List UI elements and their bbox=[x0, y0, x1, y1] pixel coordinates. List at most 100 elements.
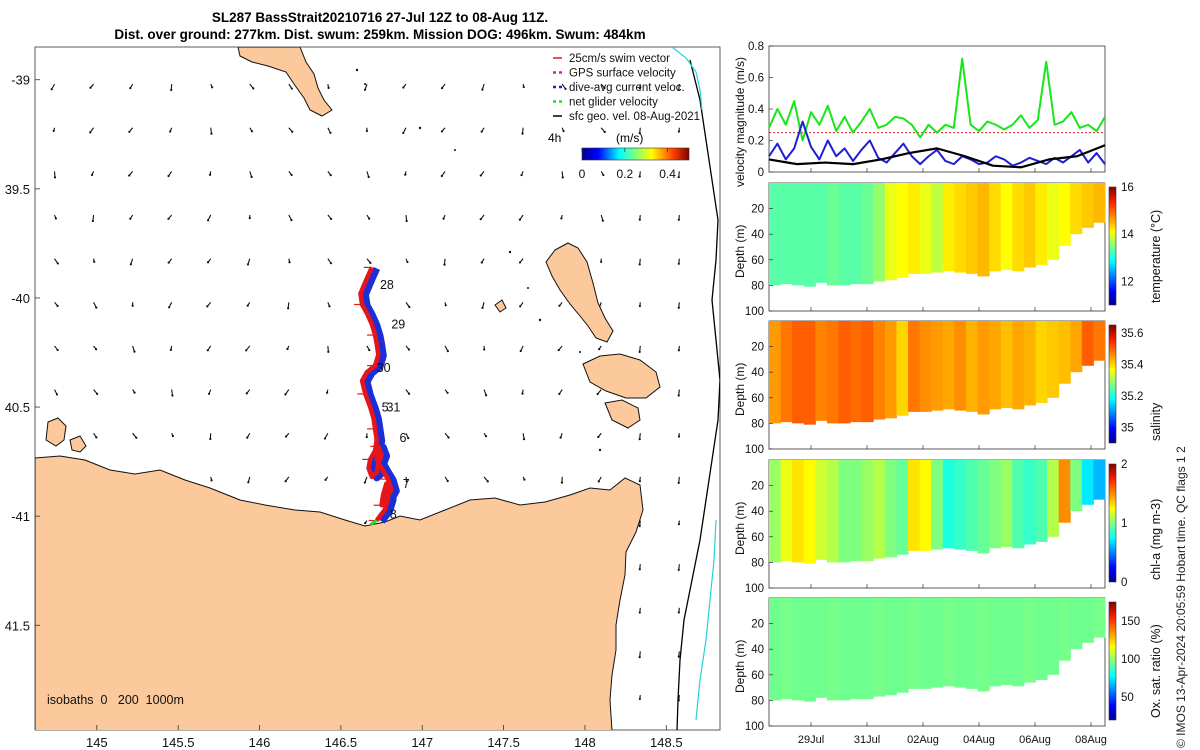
section-column bbox=[1070, 460, 1083, 512]
isobath-cyan-south bbox=[695, 519, 717, 721]
vector-head bbox=[480, 130, 483, 133]
vector-head bbox=[135, 436, 138, 439]
vector-head bbox=[169, 348, 173, 351]
vector-head bbox=[246, 304, 249, 307]
vector-head bbox=[93, 260, 96, 263]
vector-head bbox=[561, 176, 564, 179]
section-column bbox=[1000, 183, 1013, 271]
legend-label: net glider velocity bbox=[569, 97, 658, 109]
map-x-tick-label: 145.5 bbox=[162, 735, 195, 750]
section-y-tick-label: 40 bbox=[751, 644, 764, 656]
vector-head bbox=[133, 391, 136, 394]
velocity-ylabel: velocity magnitude (m/s) bbox=[733, 57, 747, 187]
section-column bbox=[873, 183, 886, 282]
vector-head bbox=[367, 175, 370, 179]
day-label: 31 bbox=[386, 400, 400, 414]
section-column bbox=[1081, 183, 1094, 228]
section-column bbox=[815, 183, 828, 283]
section-column bbox=[873, 598, 886, 697]
section-column bbox=[1081, 598, 1094, 643]
vector-head bbox=[129, 263, 132, 266]
section-column bbox=[1093, 183, 1106, 223]
section-column bbox=[1093, 598, 1106, 638]
vector-head bbox=[440, 87, 444, 90]
section-column bbox=[850, 460, 863, 562]
vector-head bbox=[408, 305, 411, 309]
section-column bbox=[861, 460, 874, 562]
map-x-axis: 145 145.5 146 146.5 147 147.5 148 148.5 bbox=[86, 725, 683, 750]
map-x-tick-label: 146.5 bbox=[325, 735, 358, 750]
vector-head bbox=[677, 394, 680, 397]
colorbar-tick-label: 0 bbox=[579, 167, 586, 181]
section-y-tick-label: 40 bbox=[751, 229, 764, 241]
track-day-labels: 28 29 30 531 6 7 8 bbox=[377, 278, 410, 521]
section-column bbox=[977, 183, 990, 277]
section-column bbox=[896, 460, 909, 555]
section-column bbox=[1081, 321, 1094, 366]
section-column bbox=[873, 321, 886, 420]
vector-head bbox=[248, 217, 251, 220]
section-column bbox=[931, 598, 944, 688]
section-column bbox=[1035, 598, 1048, 680]
side-note: © IMOS 13-Apr-2024 20:05:59 Hobart time.… bbox=[1174, 446, 1188, 748]
section-column bbox=[1047, 460, 1060, 537]
section-column bbox=[942, 183, 955, 272]
vector-head bbox=[404, 173, 407, 176]
map-x-tick-label: 147.5 bbox=[487, 735, 520, 750]
vector-head bbox=[329, 262, 333, 265]
velocity-series bbox=[768, 57, 1106, 169]
section-y-tick-label: 60 bbox=[751, 255, 764, 267]
vector-head bbox=[598, 348, 601, 351]
colorbar-units: (m/s) bbox=[616, 131, 643, 145]
vector-head bbox=[405, 480, 408, 483]
vector-head bbox=[210, 132, 213, 135]
vector-head bbox=[522, 85, 525, 89]
vector-head bbox=[247, 481, 250, 484]
section-column bbox=[1000, 460, 1013, 548]
legend-label: dive-avg current veloc. bbox=[569, 82, 685, 94]
velocity-axes bbox=[768, 45, 1106, 173]
vector-head bbox=[290, 219, 293, 222]
vector-head bbox=[442, 217, 445, 220]
vector-head bbox=[677, 655, 680, 658]
vector-head bbox=[558, 392, 561, 396]
section-column bbox=[1012, 183, 1025, 272]
vector-head bbox=[330, 217, 333, 221]
isobaths-label: isobaths 0 200 1000m bbox=[47, 693, 184, 707]
section-column bbox=[1081, 460, 1094, 505]
vector-head bbox=[638, 438, 641, 441]
vector-head bbox=[677, 218, 680, 221]
vector-head bbox=[677, 306, 680, 309]
section-column bbox=[896, 321, 909, 416]
vector-head bbox=[284, 393, 287, 396]
vector-head bbox=[600, 260, 603, 263]
vector-head bbox=[56, 262, 59, 265]
vector-head bbox=[167, 261, 170, 264]
vector-head bbox=[559, 436, 562, 439]
map-y-tick-label: 40.5 bbox=[5, 400, 30, 415]
section-panel-temperature-section: 20 40 60 80 100 Depth (m) 12 14 16 temperature (°… bbox=[733, 182, 1163, 318]
section-column bbox=[965, 321, 979, 412]
robbins-island bbox=[69, 435, 87, 453]
legend-label: 25cm/s swim vector bbox=[569, 53, 670, 65]
vector-head bbox=[133, 350, 136, 353]
section-column bbox=[815, 598, 828, 698]
section-column bbox=[896, 183, 909, 278]
vector-head bbox=[290, 87, 293, 90]
section-column bbox=[780, 460, 793, 562]
vector-head bbox=[284, 435, 288, 438]
vector-head bbox=[91, 219, 94, 223]
section-colorbar-label: temperature (°C) bbox=[1149, 210, 1163, 303]
section-colorbar-tick: 35.4 bbox=[1121, 359, 1144, 371]
section-column bbox=[954, 321, 967, 411]
vector-head bbox=[638, 304, 641, 308]
section-colorbar-tick: 16 bbox=[1121, 182, 1134, 194]
vector-head bbox=[328, 305, 331, 308]
section-y-tick-label: 100 bbox=[745, 306, 764, 318]
time-tick-label: 29Jul bbox=[798, 734, 824, 746]
section-column bbox=[965, 598, 979, 689]
vector-head bbox=[484, 435, 488, 438]
vector-head bbox=[131, 304, 134, 307]
vector-head bbox=[128, 174, 131, 177]
vector-head bbox=[638, 132, 641, 135]
